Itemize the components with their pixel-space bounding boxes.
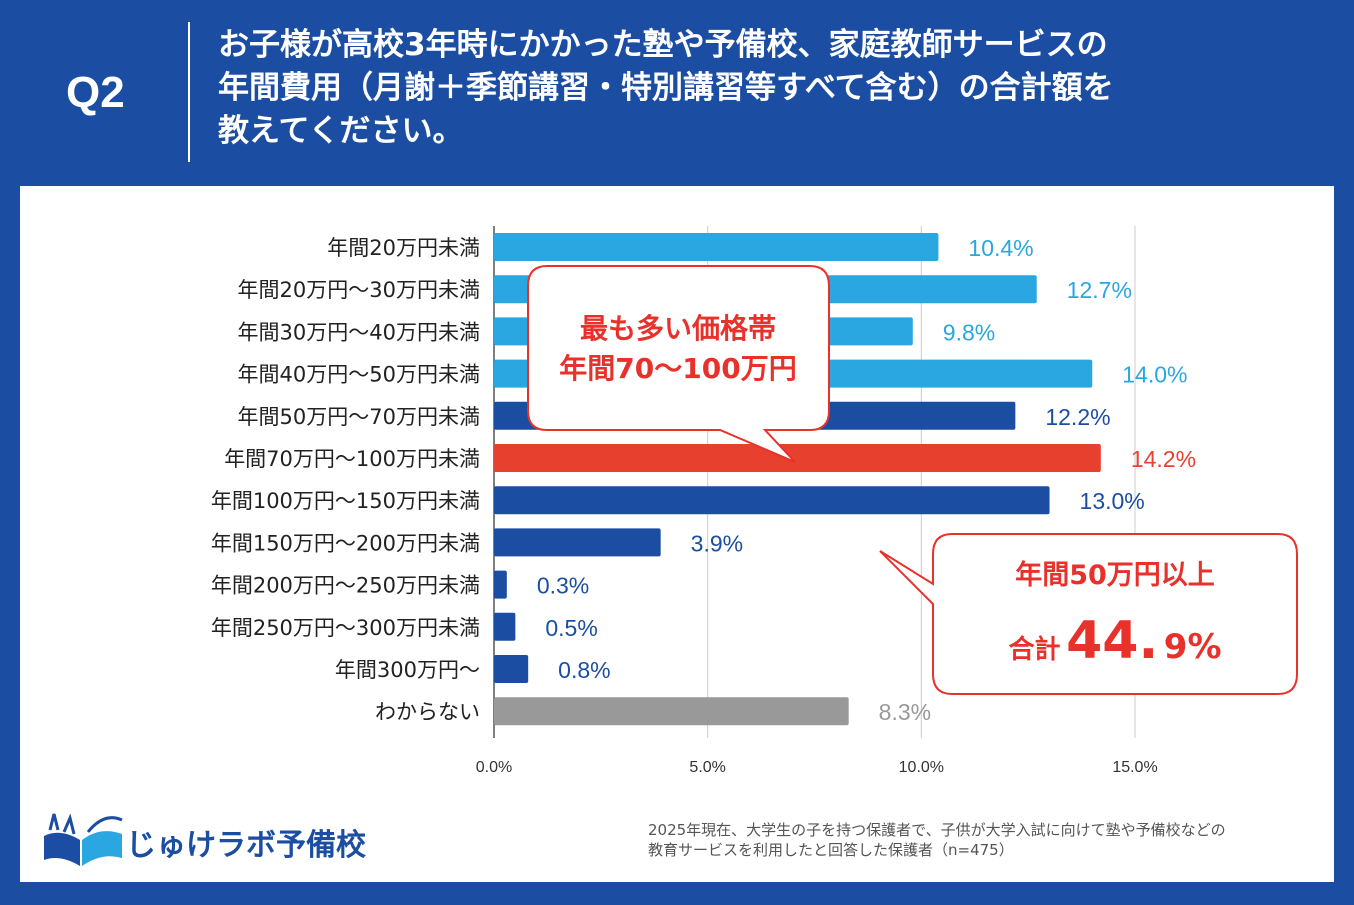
question-number: Q2 — [66, 68, 125, 117]
value-label: 10.4% — [968, 235, 1033, 261]
footnote: 2025年現在、大学生の子を持つ保護者で、子供が大学入試に向けて塾や予備校などの… — [648, 820, 1328, 860]
value-label: 12.7% — [1067, 277, 1132, 303]
callout-bottom-total: 合計 44. 9% — [1008, 611, 1221, 671]
category-labels: 年間20万円未満年間20万円～30万円未満年間30万円～40万円未満年間40万円… — [211, 236, 480, 724]
callout-bottom-line1: 年間50万円以上 — [1015, 559, 1215, 591]
x-tick-label: 10.0% — [899, 759, 944, 776]
value-label: 0.5% — [545, 615, 597, 641]
bar — [494, 612, 516, 641]
x-tick-label: 5.0% — [689, 759, 725, 776]
bar — [494, 570, 507, 599]
chart-panel: 年間20万円未満年間20万円～30万円未満 年間30万円～40万円未満 年間40万円… — [20, 186, 1334, 882]
value-label: 8.3% — [879, 699, 931, 725]
category-label: 年間250万円～300万円未満 — [211, 616, 480, 640]
category-label: 年間70万円～100万円未満 — [224, 447, 480, 471]
category-label: 年間50万円～70万円未満 — [238, 405, 480, 429]
callout-top-bubble — [527, 265, 830, 463]
x-tick-label: 15.0% — [1112, 759, 1157, 776]
bar — [494, 697, 849, 726]
footnote-line-1: 2025年現在、大学生の子を持つ保護者で、子供が大学入試に向けて塾や予備校などの — [648, 821, 1226, 839]
bar — [494, 444, 1101, 472]
bar-chart: 年間20万円未満年間20万円～30万円未満年間30万円～40万円未満年間40万円… — [211, 226, 1298, 776]
value-label: 0.8% — [558, 657, 610, 683]
question-line-3: 教えてください。 — [218, 113, 464, 149]
callout-top-line2: 年間70～100万円 — [559, 352, 796, 385]
question-line-2: 年間費用（月謝＋季節講習・特別講習等すべて含む）の合計額を — [218, 70, 1114, 106]
question-line-1: お子様が高校3年時にかかった塾や予備校、家庭教師サービスの — [218, 27, 1108, 63]
category-label: 年間20万円～30万円未満 — [238, 278, 480, 302]
header: Q2 お子様が高校3年時にかかった塾や予備校、家庭教師サービスの 年間費用（月謝… — [0, 0, 1354, 186]
callout-top-line1: 最も多い価格帯 — [580, 312, 776, 345]
category-label: 年間20万円未満 — [327, 236, 480, 260]
callout-bottom-prefix: 合計 — [1008, 634, 1060, 665]
logo: じゅけラボ予備校 — [40, 810, 370, 870]
category-label: 年間40万円～50万円未満 — [238, 363, 480, 387]
bar — [494, 655, 529, 683]
question-text: お子様が高校3年時にかかった塾や予備校、家庭教師サービスの 年間費用（月謝＋季節… — [218, 24, 1328, 153]
category-label: 年間150万円～200万円未満 — [211, 531, 480, 555]
callout-bottom-big: 44. — [1066, 611, 1158, 671]
header-divider — [188, 22, 190, 162]
footnote-line-2: 教育サービスを利用したと回答した保護者（n=475） — [648, 841, 1014, 859]
logo-text: じゅけラボ予備校 — [126, 828, 366, 863]
value-labels: 10.4% 12.7% 9.8% 14.0% 12.2% 14.2% 13.0% 3.9% 0.… — [537, 235, 1196, 725]
value-label: 9.8% — [943, 319, 995, 345]
value-label: 13.0% — [1080, 488, 1145, 514]
value-label: 14.2% — [1131, 446, 1196, 472]
value-label: 3.9% — [691, 530, 743, 556]
callout-bottom: 年間50万円以上 合計 44. 9% — [879, 533, 1298, 695]
value-label: 0.3% — [537, 573, 589, 599]
bar — [494, 233, 939, 261]
callout-top: 最も多い価格帯 年間70～100万円 — [527, 265, 830, 463]
bar — [494, 528, 661, 557]
bar — [494, 486, 1050, 515]
value-label: 12.2% — [1045, 404, 1110, 430]
category-label: 年間100万円～150万円未満 — [211, 489, 480, 513]
category-label: 年間200万円～250万円未満 — [211, 574, 480, 598]
value-label: 14.0% — [1122, 362, 1187, 388]
category-label: 年間30万円～40万円未満 — [238, 320, 480, 344]
x-tick-label: 0.0% — [476, 759, 512, 776]
x-axis-ticks: 0.0% 5.0% 10.0% 15.0% — [476, 759, 1158, 776]
open-book-icon — [44, 813, 123, 866]
category-label: 年間300万円～ — [335, 658, 480, 682]
callout-bottom-small: 9% — [1164, 627, 1222, 667]
callout-bottom-bubble — [879, 533, 1298, 695]
category-label: わからない — [375, 700, 480, 724]
